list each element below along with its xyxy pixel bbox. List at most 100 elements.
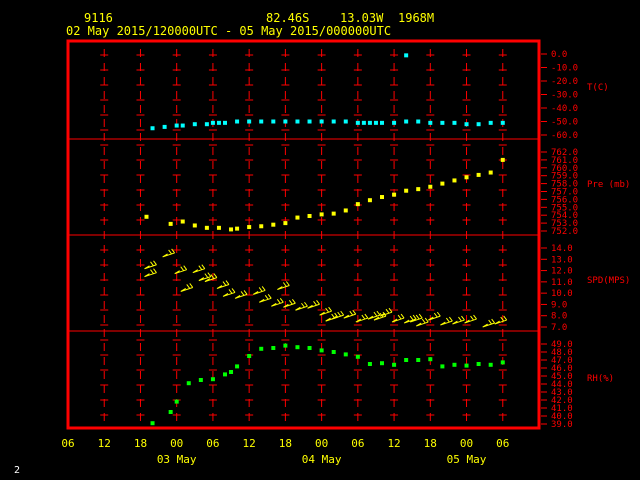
wind-barb — [277, 281, 290, 290]
pressure-point — [428, 184, 433, 189]
x-tick-label: 12 — [243, 437, 256, 450]
pressure-point — [247, 225, 252, 230]
y-tick-label: 754.0 — [551, 211, 578, 221]
temp-outlier-point — [404, 53, 409, 58]
panel-label: T(C) — [587, 83, 609, 93]
wind-barb — [162, 248, 176, 258]
temp-point — [452, 120, 457, 125]
wind-barb — [403, 314, 417, 324]
rh-point — [210, 377, 215, 382]
rh-point — [500, 360, 505, 365]
y-tick-label: 9.0 — [551, 300, 567, 310]
temp-point — [180, 123, 185, 128]
rh-point — [307, 346, 312, 350]
wind-barb — [343, 309, 357, 319]
y-tick-label: 43.0 — [551, 388, 573, 398]
wind-barb — [180, 283, 194, 292]
pressure-point — [283, 221, 288, 226]
temp-point — [355, 120, 360, 125]
pressure-point — [464, 175, 469, 180]
y-tick-label: 14.0 — [551, 244, 573, 254]
wind-barb — [144, 268, 157, 278]
x-tick-label: 12 — [98, 437, 111, 450]
pressure-point — [331, 211, 336, 216]
rh-point — [229, 370, 234, 374]
temp-point — [210, 120, 215, 125]
rh-point — [392, 362, 397, 367]
y-tick-label: 48.0 — [551, 348, 573, 358]
pressure-point — [476, 172, 481, 177]
wind-barb — [331, 310, 345, 320]
y-tick-label: 7.0 — [551, 323, 567, 333]
y-tick-label: 756.0 — [551, 195, 578, 205]
x-tick-label: 00 — [460, 437, 473, 450]
temp-point — [235, 119, 240, 124]
temp-point — [476, 122, 481, 127]
temp-point — [343, 119, 348, 124]
rh-point — [331, 350, 336, 354]
x-tick-label: 18 — [424, 437, 437, 450]
wind-barb — [464, 314, 477, 324]
wind-barb — [144, 260, 157, 270]
wind-barb — [482, 318, 496, 328]
y-tick-label: 755.0 — [551, 203, 578, 213]
wind-barb — [494, 315, 508, 325]
wind-barb — [440, 316, 453, 326]
temp-point — [428, 120, 433, 125]
x-tick-label: 06 — [206, 437, 219, 450]
temp-point — [488, 120, 493, 125]
wind-barb — [271, 297, 284, 307]
rh-point — [295, 345, 300, 350]
x-tick-label: 12 — [387, 437, 400, 450]
pressure-point — [416, 187, 421, 192]
wind-barb — [373, 311, 387, 321]
wind-barb — [222, 288, 236, 297]
pressure-point — [307, 213, 312, 218]
y-tick-label: 762.0 — [551, 148, 578, 158]
station-elevation: 1968M — [398, 11, 435, 25]
x-tick-label: 18 — [279, 437, 292, 450]
temp-point — [392, 120, 397, 125]
rh-point — [259, 346, 264, 351]
pressure-point — [440, 181, 445, 186]
pressure-point — [380, 195, 384, 200]
temp-point — [331, 119, 336, 124]
rh-point — [174, 399, 179, 404]
pressure-point — [144, 214, 149, 219]
y-tick-label: -40.0 — [551, 104, 578, 114]
wind-barb — [295, 301, 308, 311]
day-label: 05 May — [447, 453, 487, 466]
temp-point — [307, 119, 312, 124]
rh-point — [380, 361, 384, 366]
wind-barb — [283, 298, 296, 308]
rh-point — [476, 362, 481, 366]
x-tick-label: 18 — [134, 437, 147, 450]
rh-point — [428, 357, 433, 362]
temp-point — [380, 120, 384, 125]
station-id: 9116 — [84, 11, 113, 25]
pressure-point — [452, 178, 457, 183]
pressure-point — [404, 188, 409, 193]
wind-barb — [367, 310, 381, 320]
rh-point — [150, 421, 155, 426]
temp-point — [192, 122, 197, 127]
rh-point — [488, 362, 493, 367]
y-tick-label: 40.0 — [551, 412, 573, 422]
plot-frame — [66, 39, 541, 430]
temp-point — [247, 119, 252, 124]
panel-label: SPD(MPS) — [587, 276, 630, 286]
station-lon: 13.03W — [340, 11, 384, 25]
rh-point — [186, 381, 191, 386]
y-tick-label: 0.0 — [551, 50, 567, 60]
temp-point — [440, 120, 445, 125]
wind-barb — [379, 307, 393, 317]
temp-point — [271, 119, 276, 124]
rh-point — [404, 358, 409, 362]
pressure-point — [500, 157, 505, 162]
day-label: 04 May — [302, 453, 342, 466]
panel-label: RH(%) — [587, 374, 614, 384]
y-tick-label: 10.0 — [551, 289, 573, 299]
y-tick-label: 12.0 — [551, 267, 573, 277]
temp-point — [204, 122, 209, 127]
temp-point — [464, 122, 469, 127]
